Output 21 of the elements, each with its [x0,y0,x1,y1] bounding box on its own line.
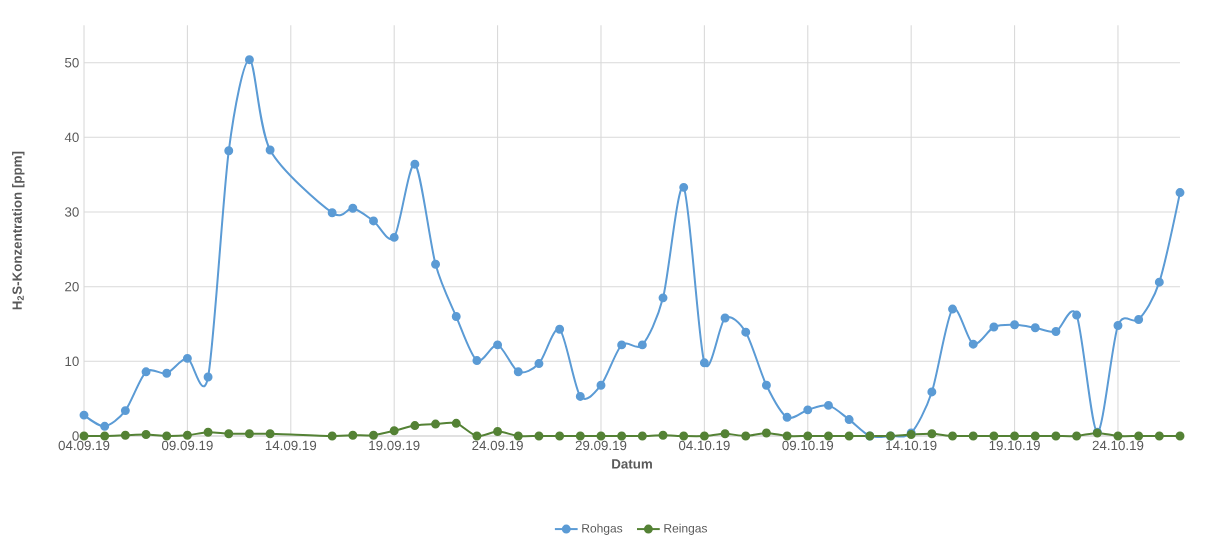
x-tick-label: 19.10.19 [989,440,1040,451]
x-tick-label: 29.09.19 [575,440,627,451]
y-axis-title: H$_{2}$S-Konzentration [ppm] [12,151,25,310]
y-tick-label: 30 [64,207,79,217]
legend-label: Reingas [664,523,708,535]
y-tick-label: 10 [65,356,79,367]
x-tick-label: 14.10.19 [886,440,937,451]
x-tick-label: 19.09.19 [369,440,420,451]
y-tick-label: 40 [64,132,79,143]
x-axis-title: Datum [612,459,652,469]
y-tick-label: 0 [72,431,79,441]
x-tick-label: 24.09.19 [472,440,523,451]
x-tick-label: 09.09.19 [161,440,213,451]
x-tick-label: 24.10.19 [1092,440,1144,451]
y-tick-label: 50 [65,57,79,68]
x-tick-label: 09.10.19 [782,440,834,451]
x-tick-label: 14.09.19 [265,440,317,451]
legend-label: Rohgas [582,523,623,535]
y-tick-label: 20 [65,281,79,292]
x-tick-label: 04.10.19 [678,440,730,451]
x-tick-label: 04.09.19 [58,440,110,451]
